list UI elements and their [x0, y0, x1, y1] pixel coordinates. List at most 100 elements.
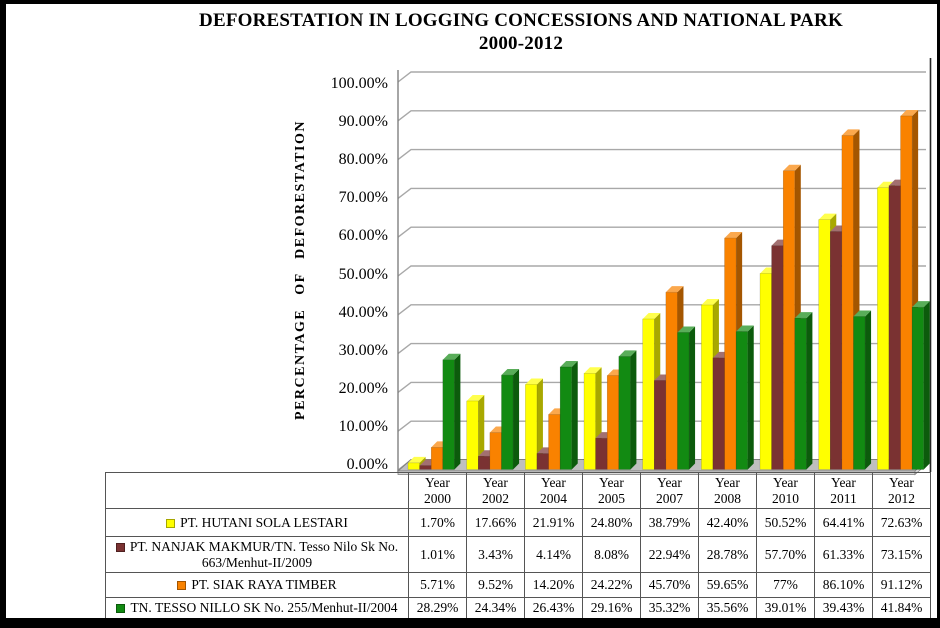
table-value-cell: 8.08%: [582, 536, 641, 573]
legend-key-swatch: [115, 542, 125, 552]
bar-face: [430, 447, 444, 470]
bar-face: [794, 312, 813, 319]
table-value-cell: 29.16%: [582, 597, 641, 619]
bar-face: [877, 181, 895, 188]
gridline: [397, 148, 926, 161]
bar-face: [419, 465, 432, 470]
bar-face: [677, 332, 690, 470]
table-value-cell: 17.66%: [466, 508, 525, 537]
bar-face: [818, 219, 831, 470]
bar-face: [584, 367, 602, 374]
bar-face: [630, 350, 637, 470]
bar-face: [642, 318, 655, 470]
bar: [618, 350, 637, 470]
bar-face: [466, 400, 479, 470]
bar-face: [853, 316, 866, 470]
table-row: PT. NANJAK MAKMUR/TN. Tesso Nilo Sk No. …: [105, 536, 931, 573]
y-axis-tick-label: 20.00%: [338, 379, 388, 397]
bar-face: [525, 384, 538, 470]
y-axis-tick-label: 30.00%: [338, 341, 388, 359]
bar-face: [912, 301, 930, 308]
y-axis-tick-label: 50.00%: [338, 265, 388, 283]
bar-face: [735, 331, 748, 470]
bar: [677, 326, 696, 470]
bar-face: [665, 286, 684, 293]
table-value-cell: 86.10%: [814, 572, 873, 598]
table-corner-cell: [105, 472, 409, 509]
bar-group: [583, 350, 637, 470]
legend-cell: TN. TESSO NILLO SK No. 255/Menhut-II/200…: [105, 597, 409, 619]
gridline: [397, 420, 926, 432]
bar-face: [853, 310, 872, 317]
bar-face: [536, 378, 543, 470]
x-axis-category-label: Year 2005: [582, 472, 641, 509]
bar-face: [654, 380, 667, 470]
table-value-cell: 57.70%: [756, 536, 815, 573]
table-value-cell: 3.43%: [466, 536, 525, 573]
bar-face: [665, 291, 678, 470]
x-axis-category-label: Year 2011: [814, 472, 873, 509]
table-value-cell: 24.34%: [466, 597, 525, 619]
bar-face: [900, 109, 919, 116]
bar-group: [818, 129, 872, 470]
bar: [559, 360, 578, 470]
bar-face: [923, 301, 930, 470]
bar: [911, 301, 930, 470]
table-value-cell: 24.22%: [582, 572, 641, 598]
x-axis-label-row: Year 2000 Year 2002 Year 2004 Year 2005 Year…: [105, 472, 931, 509]
legend-key-swatch: [177, 581, 187, 590]
bar-face: [571, 360, 578, 470]
bar-face: [841, 129, 860, 136]
bar-face: [724, 237, 737, 470]
table-value-cell: 26.43%: [524, 597, 583, 619]
bar-face: [736, 325, 754, 332]
table-value-cell: 38.79%: [640, 508, 699, 537]
bar-face: [583, 373, 596, 470]
bar-group: [877, 109, 930, 470]
bar-face: [724, 232, 743, 239]
x-axis-category-label: Year 2012: [872, 472, 931, 509]
bar-face: [841, 135, 854, 470]
legend-series-label: PT. HUTANI SOLA LESTARI: [180, 514, 348, 530]
table-value-cell: 14.20%: [524, 572, 583, 598]
bar-face: [454, 353, 461, 470]
bar-face: [747, 325, 754, 470]
bar-face: [466, 394, 485, 401]
table-value-cell: 61.33%: [814, 536, 873, 573]
bar-face: [900, 115, 913, 470]
bar-face: [606, 375, 620, 470]
bar-face: [501, 369, 520, 376]
bar-face: [782, 170, 796, 470]
bar-face: [513, 369, 520, 470]
bar: [442, 353, 461, 470]
gridline: [397, 187, 926, 199]
bar-face: [806, 312, 813, 470]
y-axis-tick-label: 70.00%: [338, 189, 388, 207]
bar-face: [689, 326, 696, 470]
bar-face: [525, 378, 543, 385]
bar-face: [642, 312, 661, 319]
y-axis-tick-label: 40.00%: [338, 303, 388, 321]
y-axis-tick-label: 80.00%: [338, 151, 388, 169]
bar-face: [489, 432, 502, 470]
bar-face: [618, 356, 631, 470]
bar: [735, 325, 754, 470]
gridline: [397, 304, 926, 316]
bar-group: [701, 232, 754, 470]
bar-face: [759, 273, 772, 470]
bar-face: [877, 187, 890, 470]
bar-face: [677, 326, 696, 333]
legend-cell: PT. HUTANI SOLA LESTARI: [105, 508, 409, 537]
bar-face: [830, 231, 843, 470]
bar-face: [783, 164, 801, 171]
bar-face: [559, 366, 572, 470]
bar-group: [466, 369, 520, 470]
table-value-cell: 59.65%: [698, 572, 757, 598]
table-value-cell: 22.94%: [640, 536, 699, 573]
y-axis-tick-label: 90.00%: [338, 113, 388, 131]
bar-face: [478, 394, 485, 470]
table-value-cell: 9.52%: [466, 572, 525, 598]
chart-title-line2: 2000-2012: [478, 33, 564, 54]
x-axis-category-label: Year 2010: [756, 472, 815, 509]
